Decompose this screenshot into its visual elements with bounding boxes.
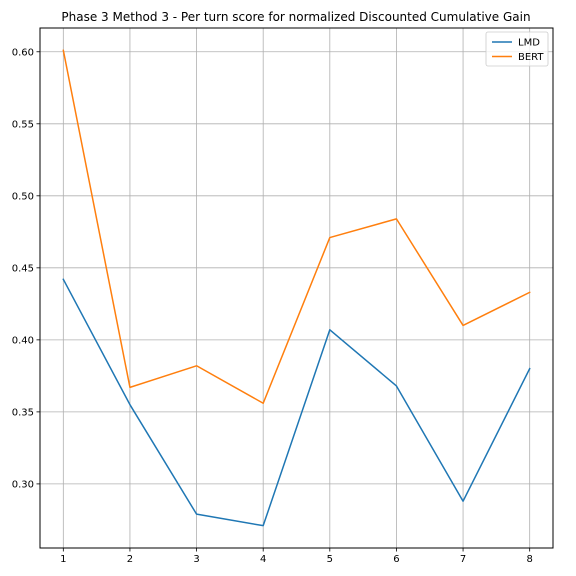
- y-tick-label: 0.40: [12, 335, 34, 346]
- legend-box: [485, 31, 549, 67]
- series-line-lmd: [62, 278, 531, 527]
- legend-label-bert: BERT: [518, 52, 544, 63]
- x-tick-label: 8: [526, 554, 532, 565]
- series-line-bert: [62, 49, 531, 404]
- y-tick-label: 0.30: [12, 479, 34, 490]
- axis-ticks: 1 2 3 4 5 6 7 8 0.30 0.35 0.40 0.45 0.50 0.55 0.60: [12, 47, 533, 565]
- y-tick-label: 0.35: [12, 407, 34, 418]
- x-tick-label: 1: [60, 554, 66, 565]
- y-tick-label: 0.55: [12, 119, 34, 130]
- chart-title: Phase 3 Method 3 - Per turn score for no…: [61, 10, 530, 24]
- legend-label-lmd: LMD: [518, 38, 540, 49]
- series-layer: [62, 49, 531, 527]
- x-tick-label: 3: [193, 554, 199, 565]
- x-tick-label: 5: [327, 554, 333, 565]
- y-tick-label: 0.50: [12, 191, 34, 202]
- grid: [40, 28, 553, 548]
- plot-frame: [39, 27, 554, 549]
- legend: LMD BERT: [485, 31, 549, 67]
- x-tick-label: 4: [260, 554, 266, 565]
- x-tick-label: 2: [127, 554, 133, 565]
- y-tick-label: 0.45: [12, 263, 34, 274]
- y-tick-label: 0.60: [12, 47, 34, 58]
- x-tick-label: 6: [393, 554, 399, 565]
- x-tick-label: 7: [460, 554, 466, 565]
